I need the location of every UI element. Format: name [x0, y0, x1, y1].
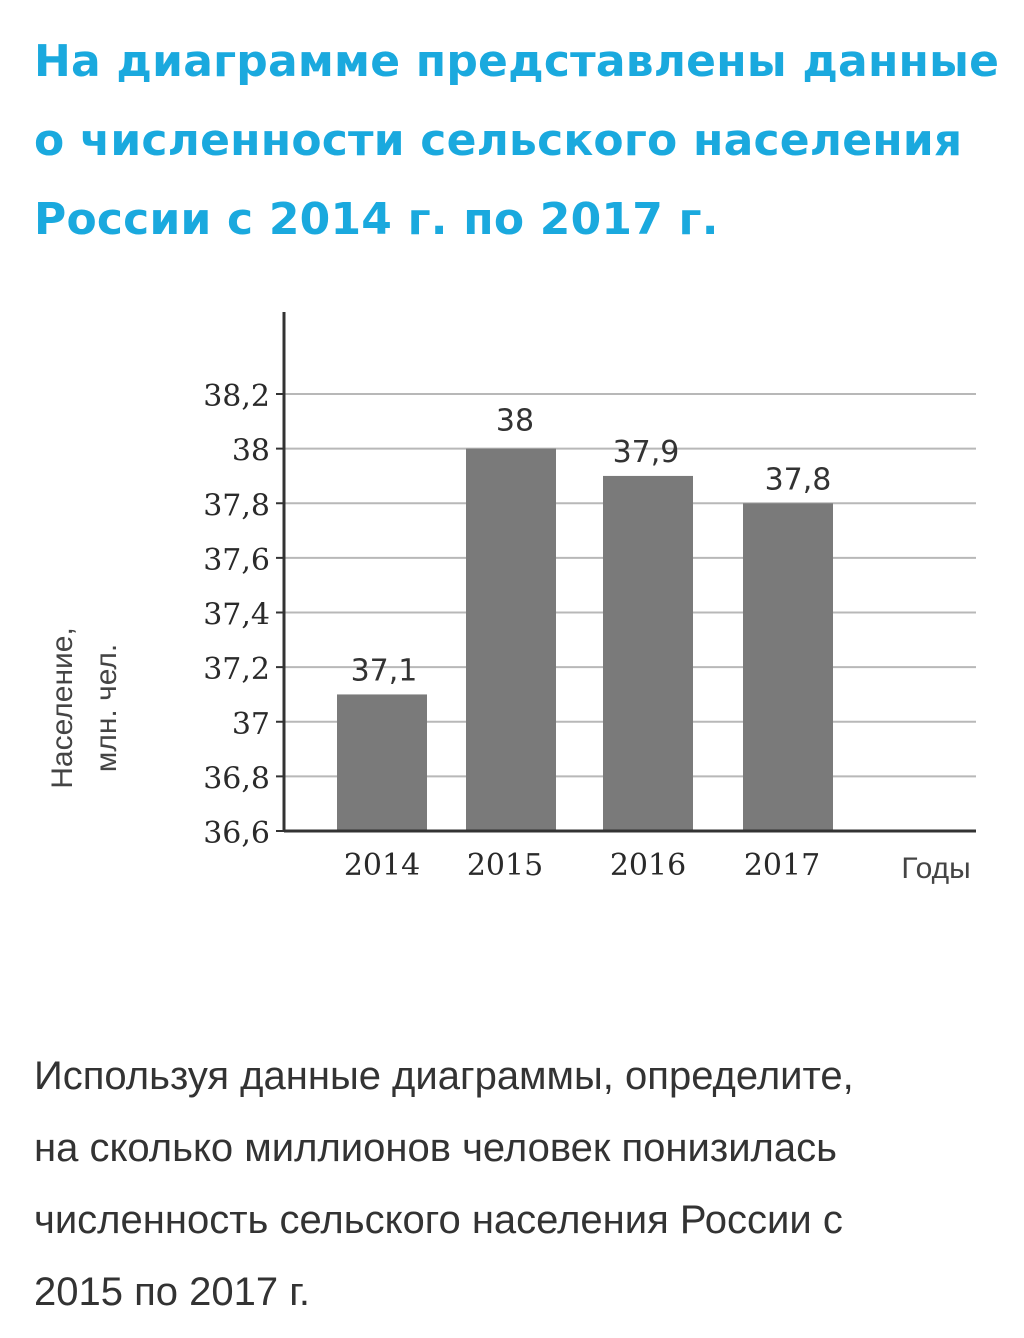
y-axis-label-line: млн. чел.: [90, 644, 123, 773]
question-text: Используя данные диаграммы, определите, …: [34, 1040, 994, 1328]
question-line: численность сельского населения России с: [34, 1198, 843, 1242]
population-bar-chart: 38,2 38 37,8 37,6 37,4 37,2 37 36,8 36,6 37,1 2014…: [0, 290, 1024, 910]
bar-2014: [337, 694, 427, 831]
heading-line: На диаграмме представлены данные: [34, 36, 1000, 87]
y-tick-label: 37: [232, 707, 270, 742]
bar-2015: [466, 448, 556, 831]
y-tick-label: 36,6: [203, 816, 270, 851]
heading-line: России с 2014 г. по 2017 г.: [34, 194, 719, 245]
question-line: 2015 по 2017 г.: [34, 1270, 311, 1314]
question-line: Используя данные диаграммы, определите,: [34, 1054, 854, 1098]
question-line: на сколько миллионов человек понизилась: [34, 1126, 837, 1170]
y-tick-label: 38: [232, 434, 270, 469]
bar-2017: [743, 503, 833, 831]
y-tick-label: 38,2: [203, 379, 270, 414]
bar-value-label: 38: [496, 404, 534, 439]
heading-line: о численности сельского населения: [34, 115, 963, 166]
bar-value-label: 37,8: [765, 462, 832, 497]
y-axis-label-line: Население,: [46, 627, 79, 789]
y-axis-label: Население, млн. чел.: [46, 627, 123, 789]
y-tick-label: 37,2: [203, 652, 270, 687]
x-tick-label: 2015: [467, 848, 543, 883]
bar-value-label: 37,1: [351, 653, 418, 688]
x-axis-label: Годы: [901, 852, 970, 885]
y-tick-label: 37,4: [203, 598, 270, 633]
x-tick-label: 2016: [610, 848, 686, 883]
x-tick-label: 2017: [744, 848, 820, 883]
chart-svg: 38,2 38 37,8 37,6 37,4 37,2 37 36,8 36,6 37,1 2014…: [46, 312, 976, 885]
bar-value-label: 37,9: [613, 435, 680, 470]
y-tick-label: 36,8: [203, 761, 270, 796]
bar-2016: [603, 475, 693, 831]
x-tick-label: 2014: [344, 848, 420, 883]
page-heading: На диаграмме представлены данные о числе…: [34, 22, 1014, 259]
y-tick-label: 37,6: [203, 543, 270, 578]
y-tick-label: 37,8: [203, 488, 270, 523]
